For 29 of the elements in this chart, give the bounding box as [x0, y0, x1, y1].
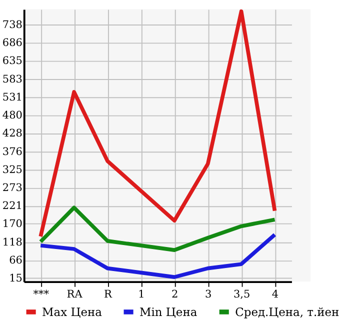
y-tick-label: 273 — [2, 182, 22, 194]
y-tick-label: 376 — [2, 146, 23, 158]
line-series — [38, 206, 277, 252]
y-tick-label: 170 — [2, 218, 22, 230]
y-tick-label: 15 — [9, 272, 22, 284]
x-tick-label: 1 — [138, 288, 145, 300]
line-series — [38, 232, 277, 279]
y-tick-label: 118 — [2, 236, 22, 248]
y-tick-label: 635 — [2, 55, 22, 68]
y-tick-label: 66 — [9, 254, 23, 267]
x-tick-label: 4 — [272, 288, 279, 300]
x-tick-label: 2 — [172, 288, 178, 300]
y-tick-label: 686 — [2, 37, 23, 50]
x-tick-label: 3,5 — [233, 288, 250, 300]
x-tick-label: *** — [33, 288, 50, 300]
x-tick-label: R — [104, 288, 114, 300]
legend-label: Сред.Цена, т.йен — [235, 304, 340, 319]
y-tick-label: 583 — [2, 73, 22, 86]
y-tick-label: 221 — [2, 200, 22, 212]
y-tick-label: 480 — [2, 109, 22, 122]
legend-label: Min Цена — [140, 304, 198, 319]
y-tick-label: 428 — [2, 128, 22, 140]
x-tick-label: RA — [66, 288, 83, 300]
x-tick-label: 3 — [204, 288, 212, 300]
line-series — [38, 9, 277, 238]
legend-label: Max Цена — [42, 304, 102, 319]
y-tick-label: 325 — [2, 164, 22, 176]
y-tick-label: 738 — [2, 19, 22, 32]
y-tick-label: 531 — [2, 92, 22, 104]
